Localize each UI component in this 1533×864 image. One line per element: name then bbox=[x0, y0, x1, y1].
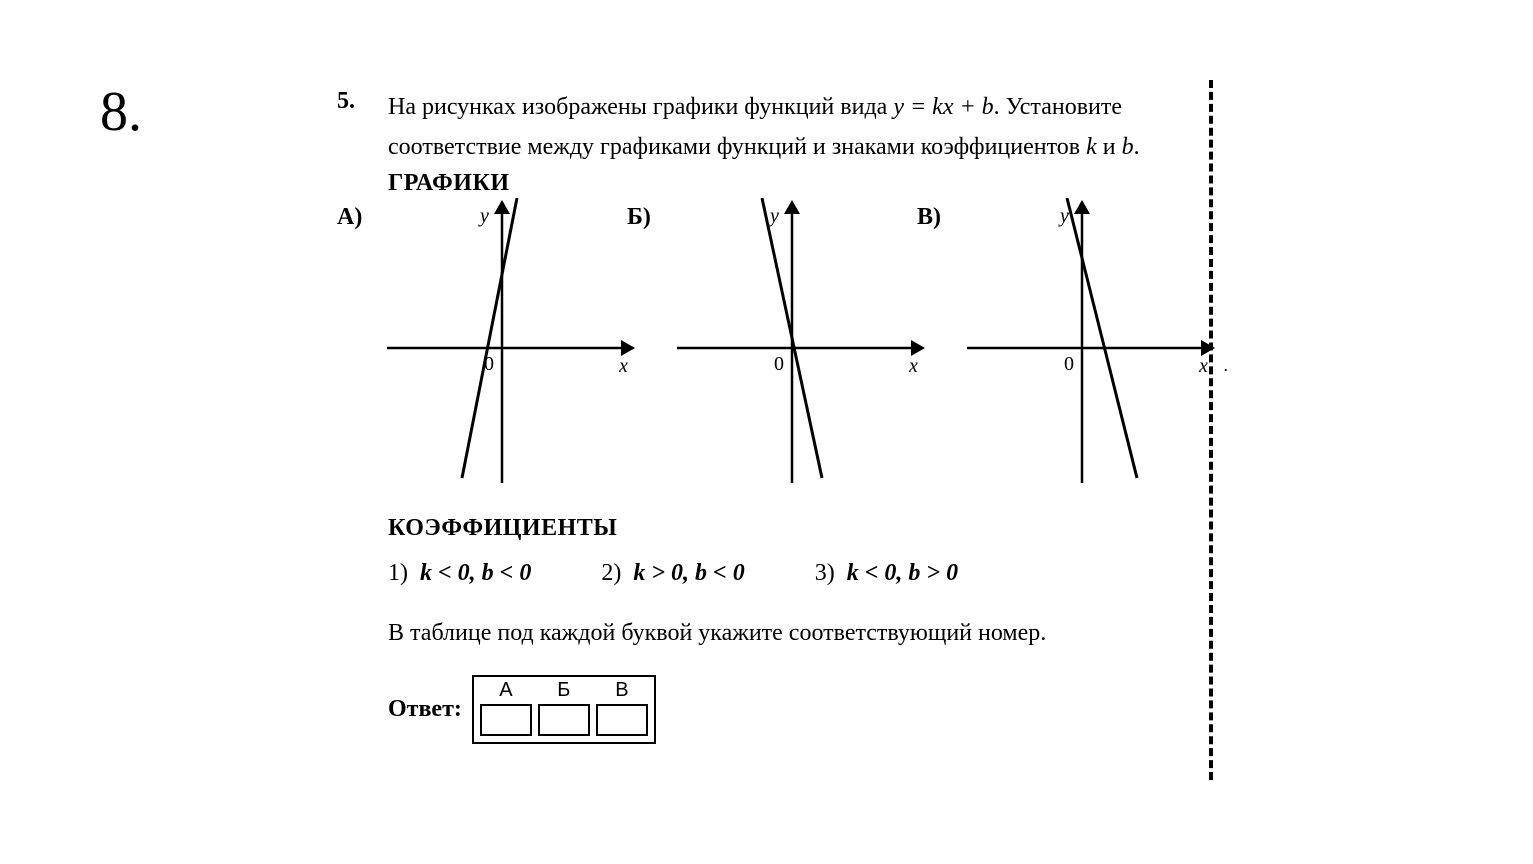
answer-table-inner: А Б В bbox=[480, 679, 648, 736]
svg-text:x: x bbox=[1198, 355, 1208, 377]
svg-text:y: y bbox=[768, 205, 779, 227]
problem-text: На рисунках изображены графики функций в… bbox=[388, 88, 1178, 167]
problem-text-end: . bbox=[1134, 134, 1140, 160]
graph-label-0: А) bbox=[337, 204, 362, 231]
stray-dot: . bbox=[1224, 355, 1229, 376]
coeff-option-num-2: 3) bbox=[815, 560, 847, 586]
coeff-option-1: 2) k > 0, b < 0 bbox=[601, 560, 744, 587]
heading-coeffs: КОЭФФИЦИЕНТЫ bbox=[388, 515, 617, 542]
svg-text:y: y bbox=[1058, 205, 1069, 227]
problem-var-b: b bbox=[1122, 134, 1134, 160]
coeff-option-expr-0: k < 0, b < 0 bbox=[420, 560, 531, 586]
answer-label: Ответ: bbox=[388, 696, 462, 723]
coeff-option-2: 3) k < 0, b > 0 bbox=[815, 560, 958, 587]
svg-text:0: 0 bbox=[1064, 353, 1074, 375]
graph-svg-1: 0 x y bbox=[667, 198, 927, 488]
answer-col-header-2: В bbox=[615, 679, 628, 702]
cut-line bbox=[1209, 80, 1213, 780]
coeff-list: 1) k < 0, b < 0 2) k > 0, b < 0 3) k < 0, … bbox=[388, 560, 958, 587]
svg-text:0: 0 bbox=[774, 353, 784, 375]
answer-col-2: В bbox=[596, 679, 648, 736]
answer-cell-0[interactable] bbox=[480, 704, 532, 736]
svg-text:x: x bbox=[908, 355, 918, 377]
graph-svg-0: 0 x y bbox=[377, 198, 637, 488]
coeff-option-num-1: 2) bbox=[601, 560, 633, 586]
graphs-row: А) 0 x y Б) 0 x y В) 0 x y bbox=[337, 198, 1207, 498]
problem-formula: y = kx + b bbox=[893, 94, 993, 120]
coeff-option-0: 1) k < 0, b < 0 bbox=[388, 560, 531, 587]
heading-graphs: ГРАФИКИ bbox=[388, 170, 510, 197]
instruction-text: В таблице под каждой буквой укажите соот… bbox=[388, 620, 1046, 647]
answer-row: Ответ: А Б В bbox=[388, 675, 656, 744]
answer-col-0: А bbox=[480, 679, 532, 736]
problem-number: 5. bbox=[337, 88, 355, 115]
answer-col-header-0: А bbox=[499, 679, 512, 702]
graph-label-1: Б) bbox=[627, 204, 651, 231]
coeff-option-expr-2: k < 0, b > 0 bbox=[847, 560, 958, 586]
coeff-option-num-0: 1) bbox=[388, 560, 420, 586]
svg-text:y: y bbox=[478, 205, 489, 227]
coeff-option-expr-1: k > 0, b < 0 bbox=[633, 560, 744, 586]
svg-text:0: 0 bbox=[484, 353, 494, 375]
page-number: 8. bbox=[100, 80, 142, 144]
svg-text:x: x bbox=[618, 355, 628, 377]
answer-cell-1[interactable] bbox=[538, 704, 590, 736]
answer-cell-2[interactable] bbox=[596, 704, 648, 736]
problem-text-and: и bbox=[1097, 134, 1122, 160]
graph-label-2: В) bbox=[917, 204, 941, 231]
answer-col-1: Б bbox=[538, 679, 590, 736]
answer-col-header-1: Б bbox=[557, 679, 570, 702]
problem-text-part1: На рисунках изображены графики функций в… bbox=[388, 94, 893, 120]
page: 8. 5. На рисунках изображены графики фун… bbox=[0, 0, 1533, 864]
answer-table: А Б В bbox=[472, 675, 656, 744]
graph-svg-2: 0 x y bbox=[957, 198, 1217, 488]
problem-var-k: k bbox=[1086, 134, 1097, 160]
